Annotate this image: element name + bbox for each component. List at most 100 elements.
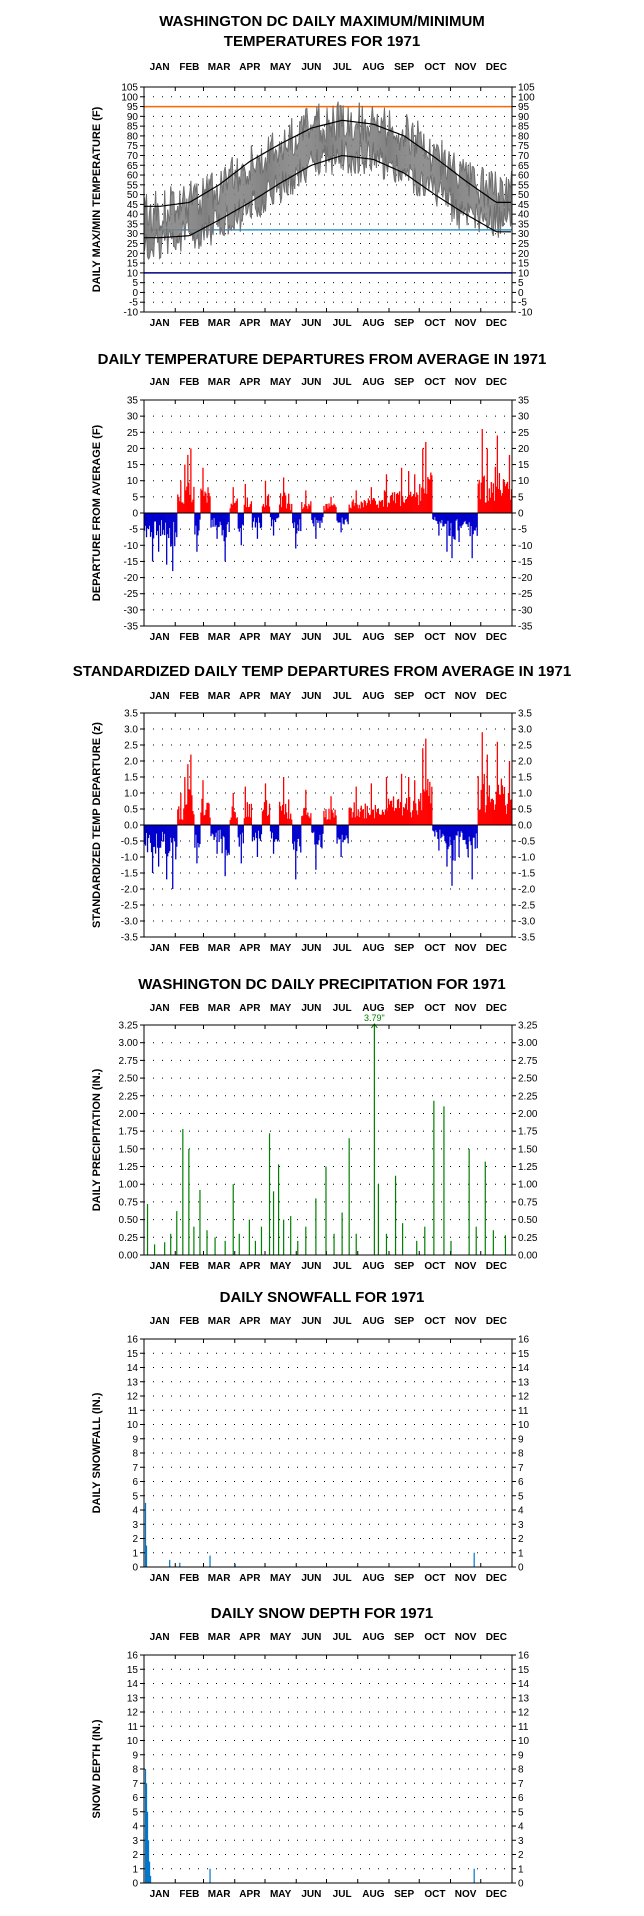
y-tick-label: 2.5 (124, 741, 138, 752)
y-tick-label: 35 (127, 396, 139, 407)
y-tick-label: 13 (127, 1693, 139, 1704)
month-label-top: APR (239, 691, 261, 702)
month-label-bottom: DEC (486, 1573, 507, 1584)
month-label-bottom: JAN (150, 1573, 170, 1584)
y-tick-label: 35 (127, 219, 139, 230)
y-tick-label-right: -2.5 (518, 901, 536, 912)
month-label-bottom: JUL (333, 318, 352, 329)
y-tick-label-right: 10 (518, 476, 530, 487)
month-label-bottom: FEB (179, 632, 199, 643)
y-tick-label: -10 (124, 541, 139, 552)
month-label-top: JUL (333, 1632, 352, 1643)
month-label-top: SEP (394, 1316, 414, 1327)
month-label-bottom: APR (239, 1573, 261, 1584)
y-tick-label-right: 35 (518, 396, 530, 407)
month-label-bottom: SEP (394, 1573, 414, 1584)
y-tick-label: 5 (132, 1807, 138, 1818)
y-tick-label: 5 (132, 278, 138, 289)
month-label-bottom: JUN (301, 943, 321, 954)
y-tick-label-right: 0.5 (518, 805, 532, 816)
y-tick-label: 0.0 (124, 821, 138, 832)
y-tick-label-right: 3.0 (518, 725, 532, 736)
y-tick-label-right: 11 (518, 1406, 529, 1417)
y-tick-label-right: 5 (518, 1807, 524, 1818)
y-axis-label: DAILY MAX/MIN TEMPERATURE (F) (91, 106, 103, 292)
y-tick-label-right: 20 (518, 444, 530, 455)
month-label-top: DEC (486, 1316, 507, 1327)
month-label-top: APR (239, 1003, 261, 1014)
month-label-bottom: FEB (179, 943, 199, 954)
y-tick-label-right: 10 (518, 1736, 530, 1747)
y-tick-label-right: 90 (518, 112, 530, 123)
plot-frame (143, 1654, 513, 1884)
y-tick-label: 0.00 (119, 1251, 139, 1262)
y-tick-label: -30 (124, 605, 139, 616)
month-label-bottom: JAN (150, 632, 170, 643)
y-tick-label: 40 (127, 210, 139, 221)
month-label-bottom: FEB (179, 1889, 199, 1900)
y-axis-label: STANDARDIZED TEMP DEPARTURE (z) (91, 722, 103, 928)
month-label-bottom: AUG (362, 318, 384, 329)
month-label-bottom: OCT (424, 943, 445, 954)
y-tick-label: 25 (127, 239, 139, 250)
month-label-bottom: NOV (455, 632, 477, 643)
y-tick-label: -1.5 (121, 869, 139, 880)
y-tick-label-right: 1 (518, 1864, 524, 1875)
month-label-top: MAR (208, 377, 232, 388)
y-tick-label: 105 (121, 83, 138, 94)
y-tick-label-right: 15 (518, 1349, 530, 1360)
y-tick-label: -15 (124, 557, 139, 568)
y-tick-label: 3.25 (119, 1021, 139, 1032)
month-label-bottom: JUN (301, 632, 321, 643)
y-tick-label-right: 80 (518, 131, 530, 142)
y-tick-label: 30 (127, 229, 139, 240)
month-label-top: SEP (394, 1632, 414, 1643)
y-tick-label: -3.5 (121, 933, 139, 944)
y-tick-label-right: 5 (518, 1491, 524, 1502)
y-tick-label: 50 (127, 190, 139, 201)
month-label-top: AUG (362, 1316, 384, 1327)
y-tick-label: 1.0 (124, 789, 138, 800)
y-tick-label: 1 (132, 1864, 138, 1875)
month-label-bottom: MAR (208, 632, 232, 643)
y-tick-label-right: 13 (518, 1377, 530, 1388)
y-tick-label-right: 0 (518, 1879, 524, 1890)
y-tick-label-right: -1.5 (518, 869, 536, 880)
month-label-bottom: MAR (208, 943, 232, 954)
y-tick-label: 9 (132, 1750, 138, 1761)
y-tick-label: 1.5 (124, 773, 138, 784)
chart-title: WASHINGTON DC DAILY MAXIMUM/MINIMUM (159, 13, 485, 30)
daily-max-line (144, 101, 512, 234)
month-label-top: JUL (333, 62, 352, 73)
month-label-bottom: OCT (424, 318, 445, 329)
y-tick-label-right: 55 (518, 180, 530, 191)
month-label-top: FEB (179, 1003, 199, 1014)
y-tick-label: 14 (127, 1363, 139, 1374)
y-tick-label: 12 (127, 1392, 139, 1403)
month-label-bottom: AUG (362, 632, 384, 643)
y-tick-label: 90 (127, 112, 139, 123)
y-tick-label-right: 1.25 (518, 1162, 538, 1173)
y-axis-label: SNOW DEPTH (IN.) (91, 1719, 103, 1818)
y-tick-label-right: 25 (518, 428, 530, 439)
month-label-bottom: NOV (455, 318, 477, 329)
month-label-top: MAY (270, 62, 292, 73)
month-label-bottom: NOV (455, 943, 477, 954)
y-tick-label-right: 9 (518, 1750, 524, 1761)
y-tick-label: 12 (127, 1708, 139, 1719)
month-label-bottom: DEC (486, 318, 507, 329)
month-label-bottom: MAR (208, 1573, 232, 1584)
y-tick-label-right: 75 (518, 141, 530, 152)
y-tick-label: 7 (132, 1779, 138, 1790)
month-label-top: JUN (301, 377, 321, 388)
y-tick-label-right: 10 (518, 1420, 530, 1431)
month-label-top: DEC (486, 1003, 507, 1014)
month-label-top: SEP (394, 1003, 414, 1014)
y-tick-label-right: 100 (518, 92, 535, 103)
month-label-bottom: FEB (179, 318, 199, 329)
month-label-top: APR (239, 1632, 261, 1643)
month-label-bottom: OCT (424, 632, 445, 643)
month-label-top: AUG (362, 62, 384, 73)
y-tick-label-right: 2.75 (518, 1056, 538, 1067)
